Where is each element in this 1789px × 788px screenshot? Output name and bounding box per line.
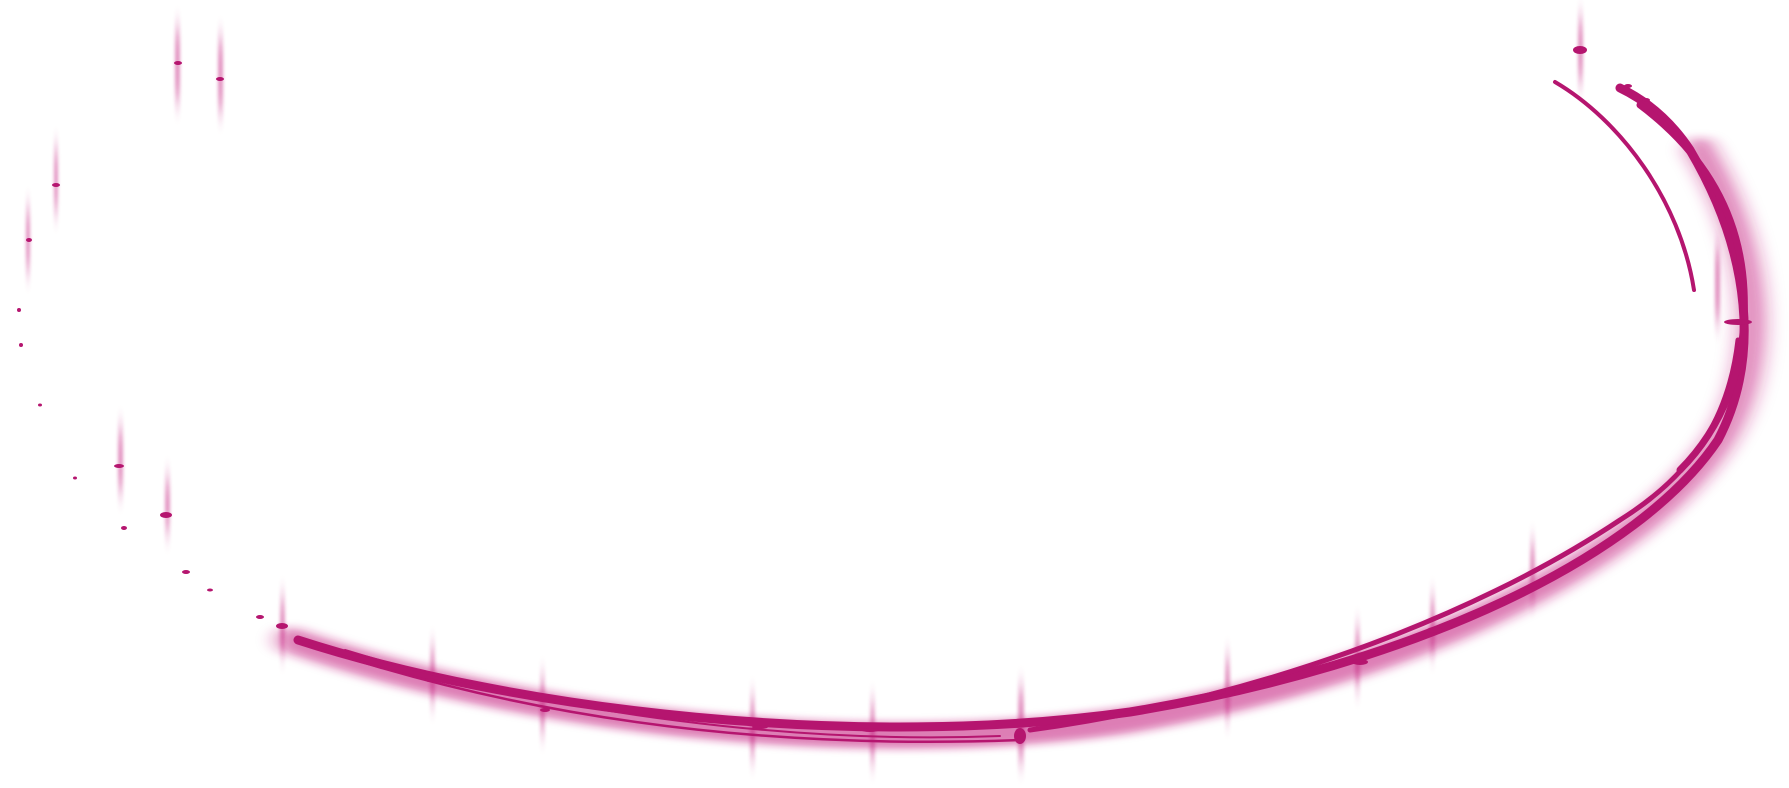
stroke-glow bbox=[277, 137, 1765, 749]
streak-blurs bbox=[26, 20, 1720, 760]
main-strokes bbox=[293, 80, 1749, 744]
speckles bbox=[17, 46, 1752, 744]
